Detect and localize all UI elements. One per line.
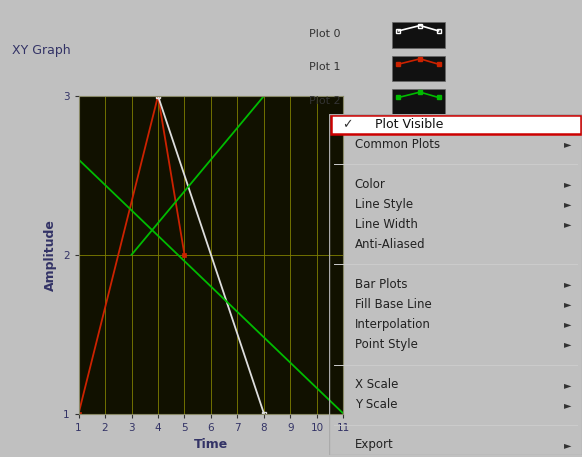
Text: ►: ► — [565, 219, 572, 229]
Text: Point Style: Point Style — [354, 338, 417, 351]
Text: ►: ► — [565, 280, 572, 289]
Text: ✓: ✓ — [342, 118, 353, 131]
Text: Export: Export — [354, 438, 393, 451]
Text: ►: ► — [565, 400, 572, 409]
Text: Anti-Aliased: Anti-Aliased — [354, 238, 425, 251]
Text: Fill Base Line: Fill Base Line — [354, 298, 431, 311]
FancyBboxPatch shape — [392, 22, 445, 48]
Y-axis label: Amplitude: Amplitude — [44, 219, 58, 291]
FancyBboxPatch shape — [392, 56, 445, 81]
Text: ►: ► — [565, 340, 572, 350]
FancyBboxPatch shape — [331, 115, 581, 134]
Text: Plot 1: Plot 1 — [309, 63, 340, 72]
Text: Line Width: Line Width — [354, 218, 417, 231]
Text: ►: ► — [565, 179, 572, 189]
Text: ►: ► — [565, 380, 572, 390]
Text: Interpolation: Interpolation — [354, 318, 431, 331]
Text: ►: ► — [565, 319, 572, 329]
Text: ►: ► — [565, 299, 572, 309]
Text: XY Graph: XY Graph — [12, 44, 70, 57]
Text: Plot 2: Plot 2 — [309, 96, 340, 106]
FancyBboxPatch shape — [392, 89, 445, 115]
Text: Plot 0: Plot 0 — [309, 29, 340, 39]
Text: Plot Visible: Plot Visible — [375, 118, 443, 131]
Text: Line Style: Line Style — [354, 198, 413, 211]
Text: Bar Plots: Bar Plots — [354, 278, 407, 291]
X-axis label: Time: Time — [194, 438, 228, 451]
Text: ►: ► — [565, 139, 572, 149]
Text: Color: Color — [354, 178, 385, 191]
Text: ►: ► — [565, 199, 572, 209]
Text: X Scale: X Scale — [354, 378, 398, 391]
Text: Y Scale: Y Scale — [354, 398, 397, 411]
Text: Common Plots: Common Plots — [354, 138, 440, 151]
Text: ►: ► — [565, 440, 572, 450]
